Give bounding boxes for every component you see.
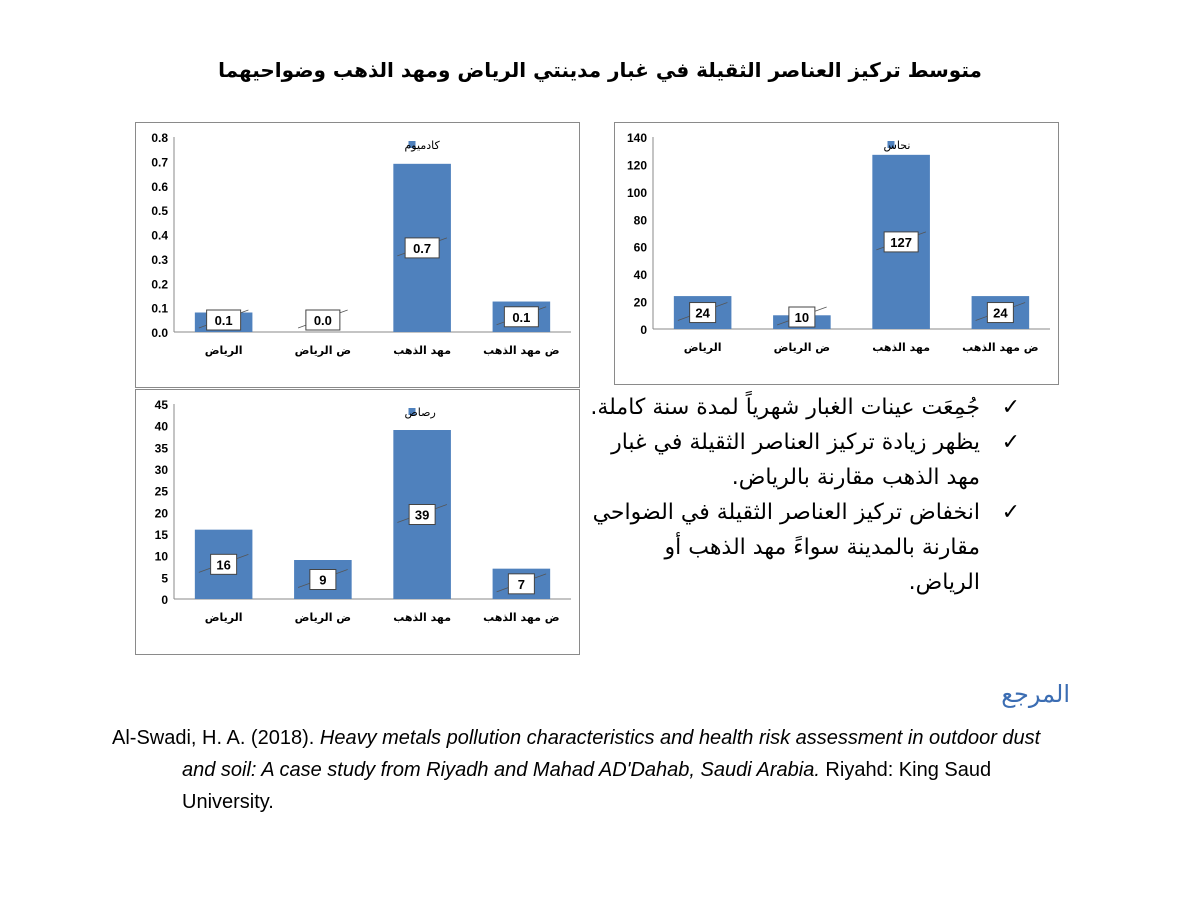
data-label: 0.0 xyxy=(314,313,332,328)
y-tick-label: 0.7 xyxy=(151,155,168,169)
y-tick-label: 100 xyxy=(627,186,647,200)
y-tick-label: 140 xyxy=(627,131,647,145)
y-tick-label: 0.0 xyxy=(151,326,168,340)
data-label-box xyxy=(507,573,535,595)
reference-citation: Al-Swadi, H. A. (2018). Heavy metals pol… xyxy=(112,722,1072,818)
x-tick-label: مهد الذهب xyxy=(393,344,451,357)
reference-authors: Al-Swadi, H. A. (2018). xyxy=(112,727,320,749)
cadmium-chart: 0.0 0.1 0.2 0.3 0.4 0.5 0.6 0.7 0.8 كادميوم 0.1 الر… xyxy=(135,122,580,388)
check-icon: ✓ xyxy=(1001,500,1020,525)
y-tick-label: 0.3 xyxy=(151,253,168,267)
data-label-box xyxy=(883,231,919,253)
x-tick-label: الرياض xyxy=(684,341,722,354)
data-label-box xyxy=(986,302,1014,324)
y-tick-label: 120 xyxy=(627,158,647,172)
reference-title: Heavy metals pollution characteristics a… xyxy=(182,727,1041,781)
data-label-box xyxy=(788,306,816,328)
x-tick-label: ض الرياض xyxy=(774,341,830,354)
y-tick-label: 0.2 xyxy=(151,277,168,291)
y-tick-label: 0.1 xyxy=(151,302,168,316)
y-tick-label: 40 xyxy=(634,268,648,282)
data-label-box xyxy=(210,553,238,575)
data-label-box xyxy=(305,309,341,331)
legend-label: كادميوم xyxy=(405,139,441,152)
findings-list: ✓ جُمِعَت عينات الغبار شهرياً لمدة سنة ك… xyxy=(590,390,1020,600)
legend-swatch xyxy=(887,141,895,148)
data-label: 127 xyxy=(890,235,912,250)
data-label: 0.1 xyxy=(215,313,233,328)
data-label-box xyxy=(404,237,440,259)
x-tick-label: ض الرياض xyxy=(295,611,351,624)
data-label: 0.7 xyxy=(413,241,431,256)
y-tick-label: 0 xyxy=(640,323,647,337)
legend-swatch xyxy=(408,141,416,148)
y-tick-label: 60 xyxy=(634,241,648,255)
x-tick-label: ض مهد الذهب xyxy=(483,611,559,624)
finding-item: ✓ جُمِعَت عينات الغبار شهرياً لمدة سنة ك… xyxy=(590,390,1020,425)
legend-label: رصاص xyxy=(405,406,436,419)
check-icon: ✓ xyxy=(1001,395,1020,420)
x-tick-label: الرياض xyxy=(205,344,243,357)
y-tick-label: 0.5 xyxy=(151,204,168,218)
y-tick-label: 30 xyxy=(155,463,169,477)
data-label: 0.1 xyxy=(512,310,530,325)
data-label-box xyxy=(689,302,717,324)
y-tick-label: 35 xyxy=(155,441,169,455)
finding-item: ✓ انخفاض تركيز العناصر الثقيلة في الضواح… xyxy=(590,495,1020,600)
x-tick-label: مهد الذهب xyxy=(872,341,930,354)
lead-chart: 0 5 10 15 20 25 30 35 40 45 رصاص 16 الرياض 9 ض الرياض 3… xyxy=(135,389,580,655)
cadmium-svg: 0.0 0.1 0.2 0.3 0.4 0.5 0.6 0.7 0.8 كادميوم 0.1 الر… xyxy=(151,131,571,357)
data-label-box xyxy=(309,569,337,590)
x-tick-label: ض الرياض xyxy=(295,344,351,357)
reference-publisher: Riyahd: King Saud University. xyxy=(182,759,992,813)
copper-chart: 0 20 40 60 80 100 120 140 نحاس 24 الرياض 10 ض الرياض… xyxy=(614,122,1059,385)
y-tick-label: 20 xyxy=(155,506,169,520)
legend-swatch xyxy=(408,408,416,415)
x-tick-label: الرياض xyxy=(205,611,243,624)
y-tick-label: 20 xyxy=(634,296,648,310)
data-label-box xyxy=(408,504,436,525)
data-label: 16 xyxy=(216,557,230,572)
data-label-box xyxy=(503,306,539,328)
check-icon: ✓ xyxy=(1001,430,1020,455)
x-tick-label: مهد الذهب xyxy=(393,611,451,624)
data-label: 9 xyxy=(319,573,326,588)
y-tick-label: 0.6 xyxy=(151,180,168,194)
copper-svg: 0 20 40 60 80 100 120 140 نحاس 24 الرياض 10 ض الرياض… xyxy=(627,131,1050,354)
y-tick-label: 40 xyxy=(155,420,169,434)
finding-item: ✓ يظهر زيادة تركيز العناصر الثقيلة في غب… xyxy=(590,425,1020,495)
y-tick-label: 0.4 xyxy=(151,229,168,243)
y-tick-label: 45 xyxy=(155,398,169,412)
lead-svg: 0 5 10 15 20 25 30 35 40 45 رصاص 16 الرياض 9 ض الرياض 3… xyxy=(155,398,571,624)
y-tick-label: 10 xyxy=(155,550,169,564)
data-label: 39 xyxy=(415,508,429,523)
reference-heading: المرجع xyxy=(1001,680,1070,708)
data-label: 24 xyxy=(993,306,1008,321)
x-tick-label: ض مهد الذهب xyxy=(962,341,1038,354)
y-tick-label: 0.8 xyxy=(151,131,168,145)
y-tick-label: 80 xyxy=(634,213,648,227)
x-tick-label: ض مهد الذهب xyxy=(483,344,559,357)
legend-label: نحاس xyxy=(884,139,911,152)
y-tick-label: 0 xyxy=(161,593,168,607)
finding-text: انخفاض تركيز العناصر الثقيلة في الضواحي … xyxy=(592,500,980,595)
data-label-box xyxy=(206,309,242,331)
data-label: 10 xyxy=(795,310,809,325)
finding-text: جُمِعَت عينات الغبار شهرياً لمدة سنة كام… xyxy=(590,395,980,420)
y-tick-label: 5 xyxy=(161,571,168,585)
y-tick-label: 25 xyxy=(155,485,169,499)
data-label: 24 xyxy=(695,306,710,321)
page-title: متوسط تركيز العناصر الثقيلة في غبار مدين… xyxy=(218,58,982,82)
finding-text: يظهر زيادة تركيز العناصر الثقيلة في غبار… xyxy=(611,430,980,490)
data-label: 7 xyxy=(518,577,525,592)
y-tick-label: 15 xyxy=(155,528,169,542)
